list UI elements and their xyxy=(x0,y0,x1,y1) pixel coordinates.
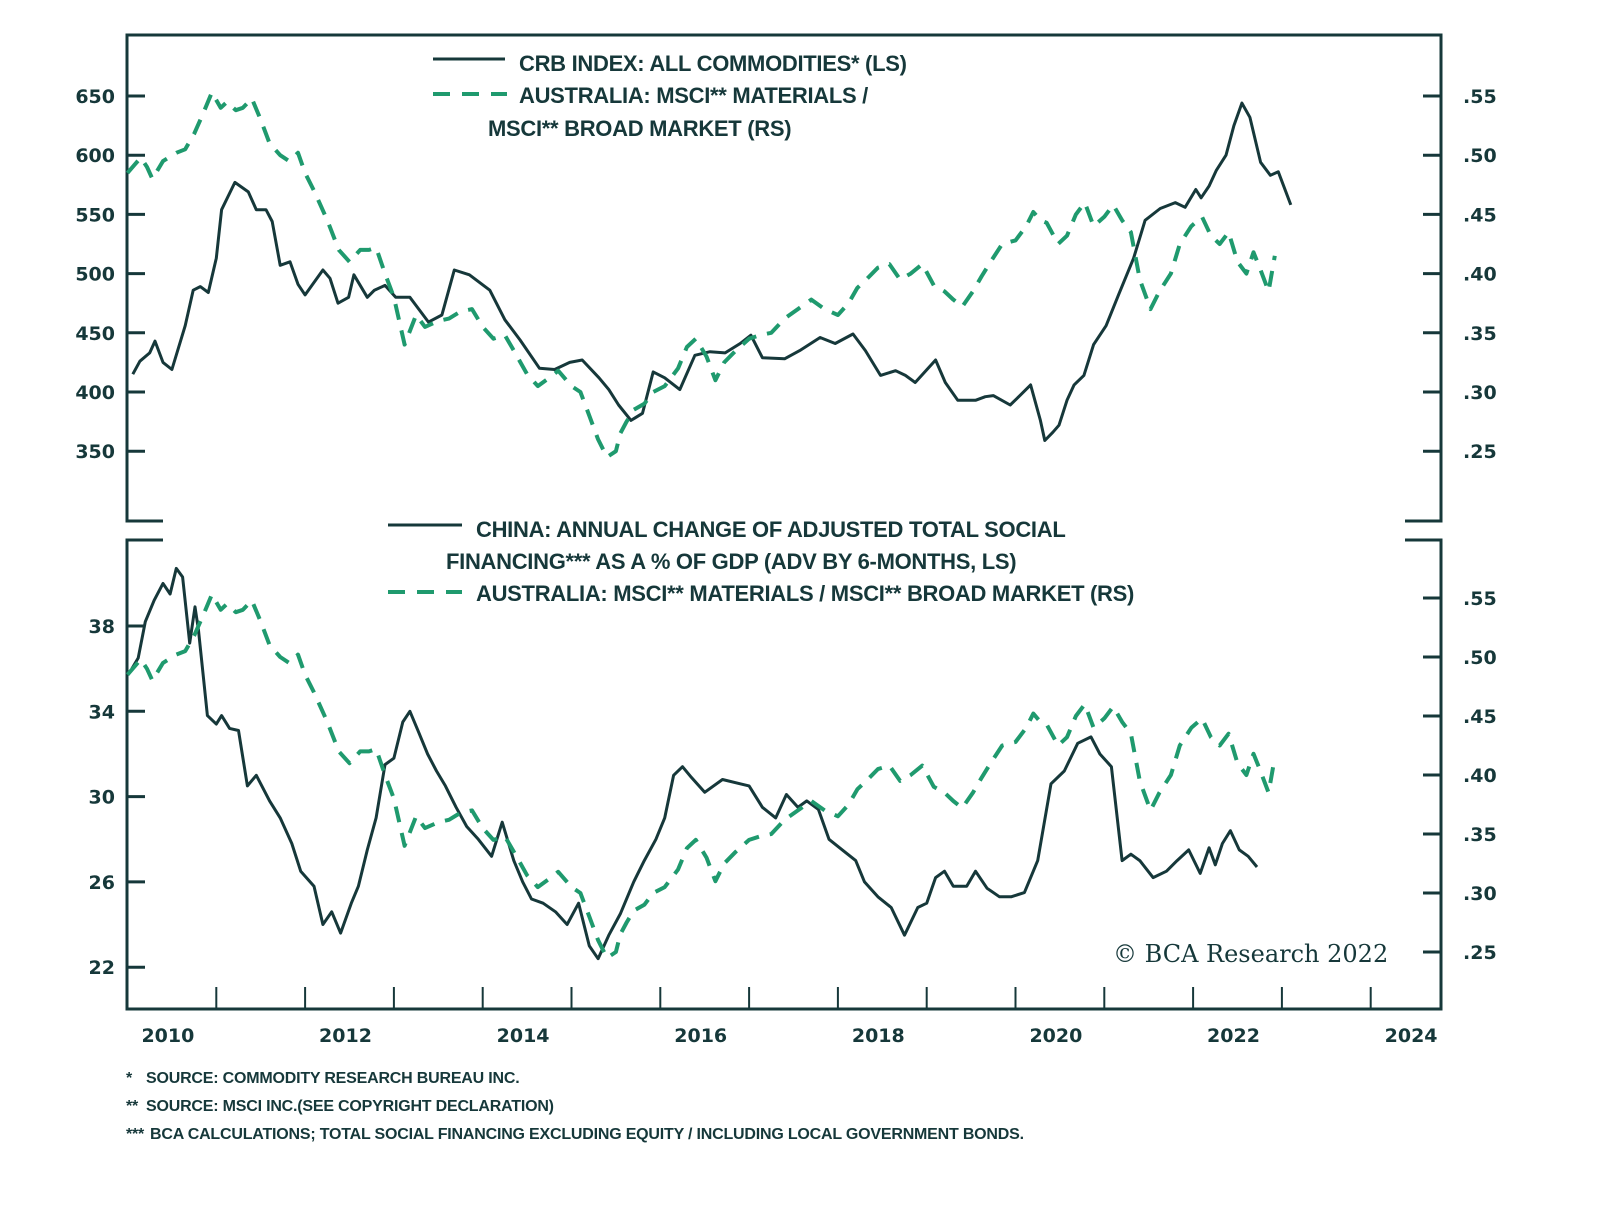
left-axis-tick-label: 38 xyxy=(89,616,115,638)
copyright-annotation: © BCA Research 2022 xyxy=(1113,940,1388,968)
left-axis-tick-label: 26 xyxy=(89,872,115,894)
left-axis-tick-label: 600 xyxy=(75,145,115,167)
x-axis-tick-label: 2012 xyxy=(319,1025,372,1047)
left-axis-tick-label: 30 xyxy=(89,787,115,809)
left-axis-tick-label: 450 xyxy=(75,323,115,345)
legend-label-china: CHINA: ANNUAL CHANGE OF ADJUSTED TOTAL S… xyxy=(476,517,1065,542)
right-axis-tick-label: .35 xyxy=(1463,323,1497,345)
top-panel-frame xyxy=(125,33,1443,523)
footnote-3: *** BCA CALCULATIONS; TOTAL SOCIAL FINANC… xyxy=(126,1126,1024,1144)
legend-label-australia-line2: MSCI** BROAD MARKET (RS) xyxy=(488,116,791,141)
right-axis-tick-label: .40 xyxy=(1463,765,1497,787)
footnote-2: ** SOURCE: MSCI INC.(SEE COPYRIGHT DECLAR… xyxy=(126,1098,554,1116)
right-axis-tick-label: .55 xyxy=(1463,86,1497,108)
left-axis-tick-label: 550 xyxy=(75,204,115,226)
bottom-china-tsf-series-line xyxy=(130,566,1259,961)
footnote-1: * SOURCE: COMMODITY RESEARCH BUREAU INC. xyxy=(126,1070,520,1088)
left-axis-tick-label: 22 xyxy=(89,957,115,979)
right-axis-tick-label: .45 xyxy=(1463,204,1497,226)
x-axis-tick-label: 2020 xyxy=(1029,1025,1082,1047)
legend-label-crb: CRB INDEX: ALL COMMODITIES* (LS) xyxy=(519,51,907,76)
left-axis-tick-label: 650 xyxy=(75,86,115,108)
legend-label-china-line2: FINANCING*** AS A % OF GDP (ADV BY 6-MON… xyxy=(446,549,1016,574)
right-axis-tick-label: .50 xyxy=(1463,145,1497,167)
left-axis-tick-label: 500 xyxy=(75,264,115,286)
footnote-text: BCA CALCULATIONS; TOTAL SOCIAL FINANCING… xyxy=(150,1126,1024,1143)
bottom-series-group xyxy=(125,566,1277,961)
top-panel-border xyxy=(125,33,1443,523)
x-axis-tick-label: 2024 xyxy=(1385,1025,1438,1047)
bottom-panel-border xyxy=(125,538,1443,1011)
legend-label-australia: AUSTRALIA: MSCI** MATERIALS / MSCI** BRO… xyxy=(476,581,1134,606)
top-right-axis: .25 .30 .35 .40 .45 .50 .55 xyxy=(1423,86,1497,463)
x-axis: 2010 2012 2014 2016 2018 2020 2022 2024 xyxy=(141,987,1438,1047)
right-axis-tick-label: .50 xyxy=(1463,647,1497,669)
right-axis-tick-label: .30 xyxy=(1463,883,1497,905)
left-axis-tick-label: 34 xyxy=(89,701,115,723)
legend-label-australia: AUSTRALIA: MSCI** MATERIALS / xyxy=(519,83,868,108)
footnote-text: SOURCE: MSCI INC.(SEE COPYRIGHT DECLARAT… xyxy=(146,1098,554,1115)
right-axis-tick-label: .35 xyxy=(1463,824,1497,846)
right-axis-tick-label: .45 xyxy=(1463,706,1497,728)
bottom-panel-frame xyxy=(125,538,1443,1011)
top-left-axis: 350 400 450 500 550 600 650 xyxy=(75,86,145,463)
x-axis-tick-label: 2014 xyxy=(497,1025,550,1047)
x-axis-tick-label: 2010 xyxy=(141,1025,194,1047)
footnote-text: SOURCE: COMMODITY RESEARCH BUREAU INC. xyxy=(146,1070,520,1087)
bottom-legend: CHINA: ANNUAL CHANGE OF ADJUSTED TOTAL S… xyxy=(388,517,1134,606)
x-axis-tick-label: 2018 xyxy=(852,1025,905,1047)
left-axis-tick-label: 350 xyxy=(75,441,115,463)
right-axis-tick-label: .25 xyxy=(1463,942,1497,964)
top-series-group xyxy=(125,90,1293,460)
bottom-australia-msci-series-line xyxy=(125,592,1277,960)
bottom-right-axis: .25 .30 .35 .40 .45 .50 .55 xyxy=(1423,588,1497,964)
footnote-mark: *** xyxy=(126,1126,145,1143)
top-legend: CRB INDEX: ALL COMMODITIES* (LS) AUSTRAL… xyxy=(433,51,907,141)
left-axis-tick-label: 400 xyxy=(75,382,115,404)
right-axis-tick-label: .30 xyxy=(1463,382,1497,404)
x-axis-tick-label: 2016 xyxy=(674,1025,727,1047)
footnote-mark: ** xyxy=(126,1098,139,1115)
right-axis-tick-label: .25 xyxy=(1463,441,1497,463)
bottom-left-axis: 22 26 30 34 38 xyxy=(89,616,145,979)
footnote-mark: * xyxy=(126,1070,133,1087)
right-axis-tick-label: .40 xyxy=(1463,264,1497,286)
top-australia-msci-series-line xyxy=(125,90,1277,460)
x-axis-tick-label: 2022 xyxy=(1207,1025,1260,1047)
right-axis-tick-label: .55 xyxy=(1463,588,1497,610)
top-crb-index-series-line xyxy=(131,101,1293,442)
